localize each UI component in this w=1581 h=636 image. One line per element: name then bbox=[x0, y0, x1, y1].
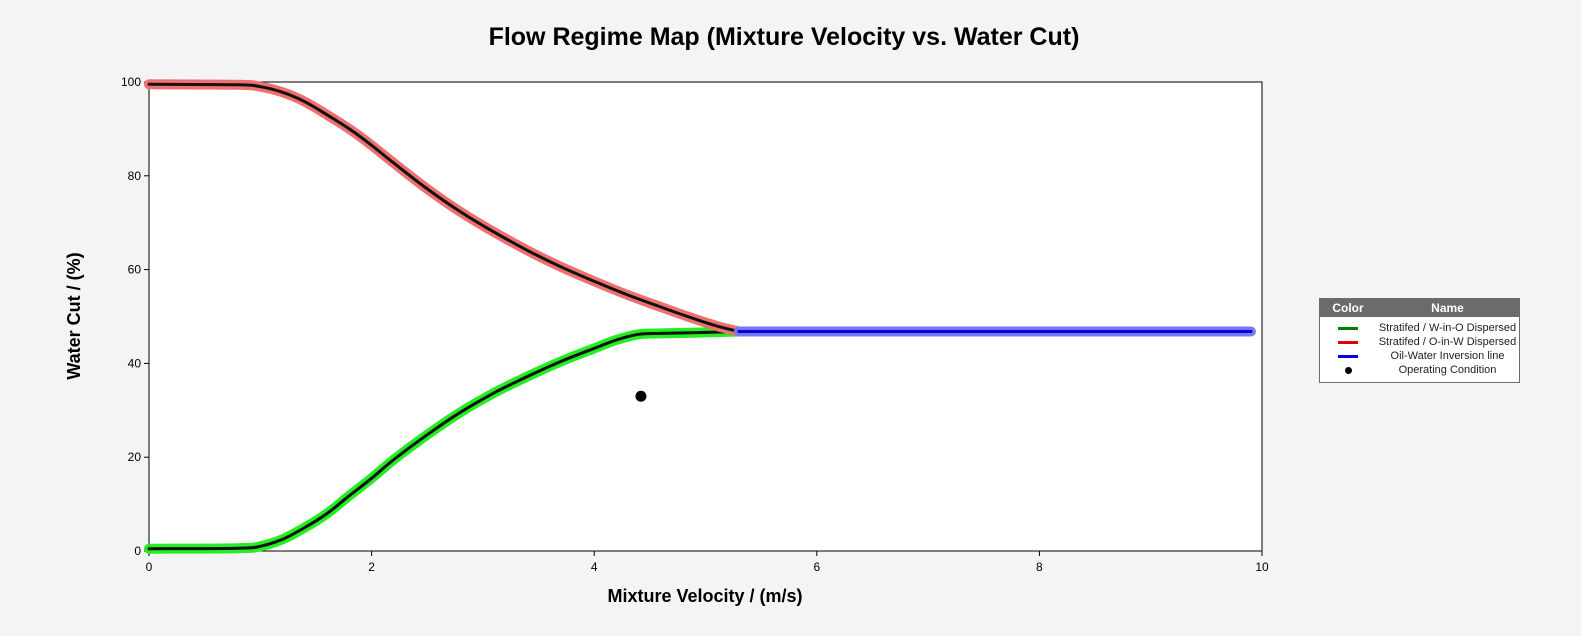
legend-entry-label: Stratifed / W-in-O Dispersed bbox=[1378, 322, 1517, 334]
x-axis: 0 2 4 6 8 10 bbox=[146, 551, 1269, 574]
legend-header-color: Color bbox=[1332, 301, 1364, 315]
legend-header-name: Name bbox=[1431, 301, 1464, 315]
y-axis: 0 20 40 60 80 100 bbox=[121, 75, 149, 558]
plot-area bbox=[148, 81, 1263, 552]
x-tick-label: 8 bbox=[1036, 560, 1043, 574]
series-layer bbox=[144, 79, 1256, 554]
y-tick-label: 40 bbox=[128, 356, 142, 370]
legend: Color Name Stratifed / W-in-O Dispersed … bbox=[1319, 298, 1520, 383]
series-stratified-o-in-w bbox=[147, 82, 741, 333]
legend-header: Color Name bbox=[1320, 299, 1519, 317]
legend-swatch-red bbox=[1338, 340, 1358, 344]
x-tick-label: 4 bbox=[591, 560, 598, 574]
legend-entry-stratified-o-in-w: Stratifed / O-in-W Dispersed bbox=[1320, 335, 1519, 349]
legend-rows: Stratifed / W-in-O Dispersed Stratifed /… bbox=[1320, 317, 1519, 377]
x-tick-label: 6 bbox=[813, 560, 820, 574]
legend-swatch-dot bbox=[1344, 366, 1352, 374]
operating-condition-point bbox=[635, 390, 647, 402]
legend-entry-operating-condition: Operating Condition bbox=[1320, 363, 1519, 377]
x-tick-label: 0 bbox=[146, 560, 153, 574]
y-tick-label: 100 bbox=[121, 75, 141, 89]
chart-title: Flow Regime Map (Mixture Velocity vs. Wa… bbox=[489, 23, 1080, 51]
y-tick-label: 0 bbox=[134, 544, 141, 558]
x-tick-label: 2 bbox=[368, 560, 375, 574]
legend-swatch-blue bbox=[1338, 354, 1358, 358]
y-tick-label: 60 bbox=[128, 263, 142, 277]
legend-entry-inversion-line: Oil-Water Inversion line bbox=[1320, 349, 1519, 363]
x-axis-title: Mixture Velocity / (m/s) bbox=[607, 586, 802, 606]
legend-entry-label: Stratifed / O-in-W Dispersed bbox=[1378, 336, 1517, 348]
legend-swatch-green bbox=[1338, 326, 1358, 330]
series-stratified-w-in-o bbox=[147, 330, 741, 551]
legend-entry-label: Oil-Water Inversion line bbox=[1390, 350, 1505, 362]
y-tick-label: 20 bbox=[128, 450, 142, 464]
y-tick-label: 80 bbox=[128, 169, 142, 183]
x-tick-label: 10 bbox=[1255, 560, 1269, 574]
legend-entry-label: Operating Condition bbox=[1398, 364, 1497, 376]
y-axis-title: Water Cut / (%) bbox=[64, 252, 84, 379]
legend-entry-stratified-w-in-o: Stratifed / W-in-O Dispersed bbox=[1320, 321, 1519, 335]
